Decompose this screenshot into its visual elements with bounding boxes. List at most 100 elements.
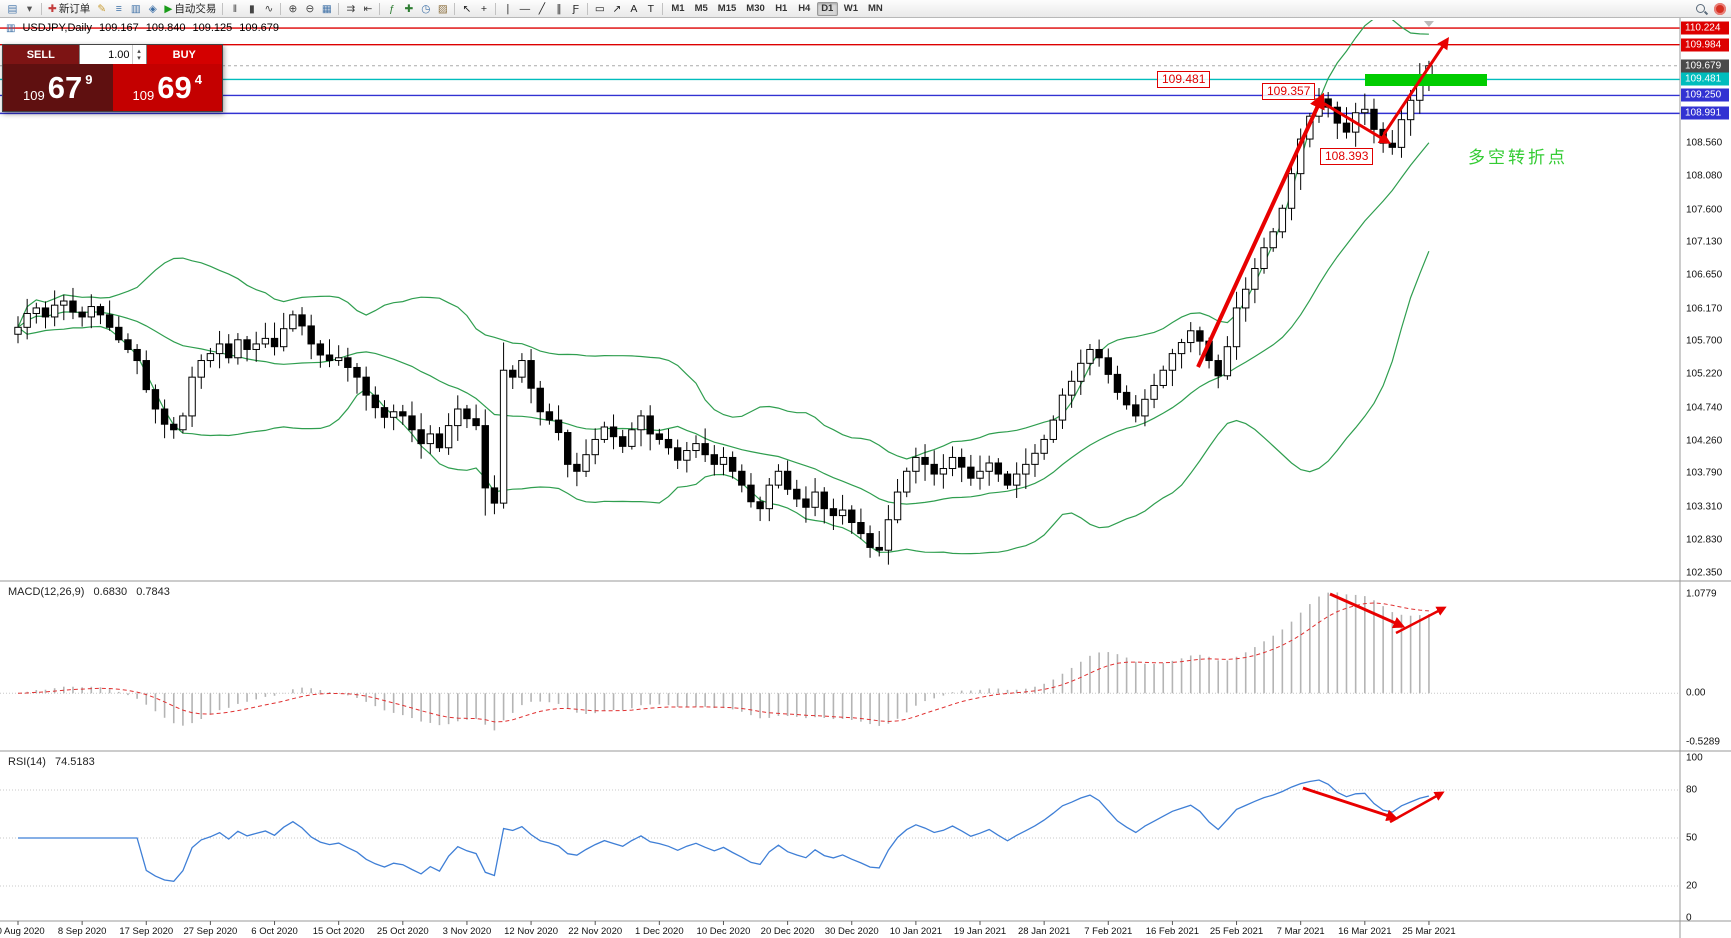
shapes-button[interactable]: ▭ bbox=[591, 1, 608, 16]
timeframe-d1-button[interactable]: D1 bbox=[816, 1, 838, 16]
line-chart-button[interactable]: ∿ bbox=[260, 1, 277, 16]
crosshair-button[interactable]: + bbox=[475, 1, 492, 16]
price-annotation-label[interactable]: 108.393 bbox=[1320, 148, 1374, 165]
toolbar-separator bbox=[454, 2, 456, 15]
volume-input[interactable] bbox=[79, 45, 132, 64]
scale-tick: 105.220 bbox=[1686, 368, 1723, 380]
toolbar-separator bbox=[662, 2, 664, 15]
fibonacci-button[interactable]: Ƒ bbox=[567, 1, 584, 16]
arrows-tool-button[interactable]: ↗ bbox=[608, 1, 625, 16]
timeframe-m5-button[interactable]: M5 bbox=[691, 2, 712, 16]
price-annotation-label[interactable]: 109.357 bbox=[1262, 83, 1316, 100]
buy-price-button[interactable]: 109 69 4 bbox=[112, 64, 222, 111]
toolbar-separator bbox=[41, 2, 42, 15]
sell-price-prefix: 109 bbox=[23, 88, 45, 103]
trend-arrow[interactable] bbox=[1196, 92, 1325, 368]
new-chart-icon: ▤ bbox=[7, 2, 18, 15]
cursor-button[interactable]: ↖ bbox=[458, 1, 475, 16]
zoom-out-button[interactable]: ⊖ bbox=[301, 1, 318, 16]
chart-shift-marker[interactable] bbox=[1423, 21, 1434, 27]
rsi-name: RSI(14) bbox=[8, 756, 46, 768]
community-icon[interactable] bbox=[1714, 3, 1726, 15]
note-text[interactable]: 多空转折点 bbox=[1468, 148, 1568, 167]
trend-arrow[interactable] bbox=[1302, 786, 1399, 822]
buy-price-big: 69 bbox=[157, 70, 192, 105]
data-window-button[interactable]: ▥ bbox=[127, 1, 144, 16]
scale-tick: 80 bbox=[1686, 784, 1698, 796]
bar-chart-button[interactable]: ‖ bbox=[226, 1, 243, 16]
candlestick-chart-icon: ▮ bbox=[249, 2, 255, 15]
trend-line-button[interactable]: ╱ bbox=[533, 1, 550, 16]
price-scale[interactable]: 108.560 108.080 107.600 107.130 106.650 106.1… bbox=[1681, 0, 1731, 938]
open-value: 109.167 bbox=[98, 22, 139, 34]
timeframe-m15-button[interactable]: M15 bbox=[714, 2, 740, 16]
volume-steppers[interactable]: ▴ ▾ bbox=[131, 45, 146, 64]
main-chart-area[interactable] bbox=[14, 16, 1433, 565]
timeframe-m1-button[interactable]: M1 bbox=[667, 2, 688, 16]
chart-shift-button[interactable]: ⇤ bbox=[359, 1, 376, 16]
equidistant-channel-button[interactable]: ∥ bbox=[550, 1, 567, 16]
price-level-badge: 109.250 bbox=[1681, 88, 1729, 102]
bollinger-middle-band bbox=[17, 142, 1430, 505]
scale-tick: 104.740 bbox=[1686, 402, 1723, 414]
search-icon[interactable] bbox=[1695, 3, 1708, 16]
scale-tick: 106.170 bbox=[1686, 303, 1723, 315]
scale-tick: 50 bbox=[1686, 832, 1698, 844]
scale-tick: 107.600 bbox=[1686, 204, 1723, 216]
market-watch-button[interactable]: ≡ bbox=[110, 1, 127, 16]
candlestick-chart-button[interactable]: ▮ bbox=[243, 1, 260, 16]
autotrading-button[interactable]: ▶ 自动交易 bbox=[161, 1, 219, 16]
new-order-button[interactable]: ✚ 新订单 bbox=[45, 1, 93, 16]
trend-arrow[interactable] bbox=[1382, 37, 1450, 135]
tile-windows-button[interactable]: ▦ bbox=[318, 1, 335, 16]
profiles-icon: ▾ bbox=[26, 2, 33, 15]
volume-down-icon[interactable]: ▾ bbox=[137, 54, 141, 62]
vertical-line-button[interactable]: ∣ bbox=[499, 1, 516, 16]
autotrading-label: 自动交易 bbox=[174, 3, 217, 15]
trend-arrow[interactable] bbox=[1389, 791, 1445, 824]
scale-tick: 103.310 bbox=[1686, 501, 1723, 513]
price-annotation-label[interactable]: 109.481 bbox=[1157, 71, 1211, 88]
metaeditor-button[interactable]: ✎ bbox=[93, 1, 110, 16]
trend-arrow[interactable] bbox=[1395, 606, 1447, 635]
indicators-button[interactable]: ƒ bbox=[383, 1, 400, 16]
timeframe-h4-button[interactable]: H4 bbox=[794, 2, 815, 16]
rsi-panel[interactable] bbox=[0, 779, 1680, 887]
profiles-button[interactable]: ▾ bbox=[21, 1, 38, 16]
horizontal-line-icon: ― bbox=[519, 2, 531, 15]
timeframe-h1-button[interactable]: H1 bbox=[771, 2, 792, 16]
macd-signal-value: 0.7843 bbox=[136, 586, 170, 598]
periods-button[interactable]: ◷ bbox=[417, 1, 434, 16]
templates-button[interactable]: ▨ bbox=[434, 1, 451, 16]
timeframe-w1-button[interactable]: W1 bbox=[840, 2, 862, 16]
auto-scroll-icon: ⇉ bbox=[346, 2, 356, 15]
sell-price-button[interactable]: 109 67 9 bbox=[3, 64, 113, 111]
navigator-button[interactable]: ◈ bbox=[144, 1, 161, 16]
trend-arrow[interactable] bbox=[1329, 592, 1406, 629]
text-button[interactable]: A bbox=[625, 1, 642, 16]
price-level-badge: 108.991 bbox=[1681, 106, 1729, 120]
buy-header-button[interactable]: BUY bbox=[146, 45, 222, 64]
volume-up-icon[interactable]: ▴ bbox=[137, 47, 141, 55]
vertical-line-icon: ∣ bbox=[505, 2, 511, 15]
text-label-button[interactable]: T bbox=[642, 1, 659, 16]
timeframe-mn-button[interactable]: MN bbox=[864, 2, 887, 16]
sell-price-big: 67 bbox=[47, 70, 83, 105]
scale-tick: 100 bbox=[1686, 752, 1703, 764]
timeframe-m30-button[interactable]: M30 bbox=[742, 2, 768, 16]
zoom-in-button[interactable]: ⊕ bbox=[284, 1, 301, 16]
new-chart-button[interactable]: ▤ bbox=[4, 1, 21, 16]
auto-scroll-button[interactable]: ⇉ bbox=[342, 1, 359, 16]
add-indicator-button[interactable]: ✚ bbox=[400, 1, 417, 16]
highlight-zone[interactable] bbox=[1365, 74, 1487, 86]
toolbar-separator bbox=[222, 2, 224, 15]
sell-price-sup: 9 bbox=[85, 72, 93, 87]
trend-arrow[interactable] bbox=[1317, 98, 1392, 144]
indicators-icon: ƒ bbox=[388, 2, 395, 15]
sell-header-button[interactable]: SELL bbox=[3, 45, 79, 64]
horizontal-line-button[interactable]: ― bbox=[516, 1, 533, 16]
chart-info-line: ▥ USDJPY,Daily 109.167 109.840 109.125 1… bbox=[6, 22, 279, 34]
navigator-icon: ◈ bbox=[148, 2, 157, 15]
macd-panel[interactable] bbox=[0, 592, 1680, 731]
